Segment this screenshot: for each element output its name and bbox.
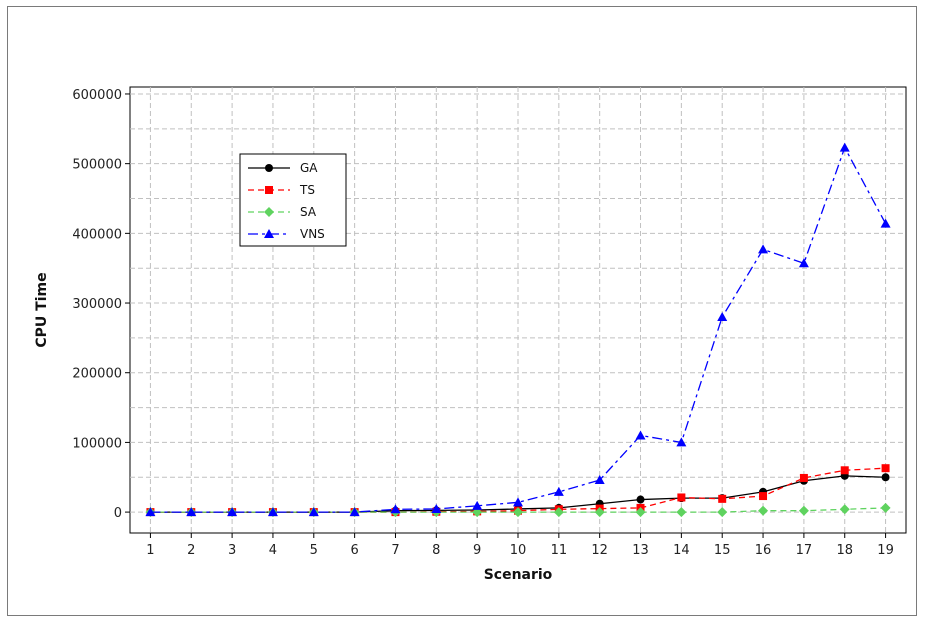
data-point xyxy=(759,492,768,501)
data-point xyxy=(635,507,646,518)
data-point xyxy=(798,505,809,516)
data-point xyxy=(880,502,891,513)
legend-item-ts: TS xyxy=(248,183,315,197)
x-axis-title: Scenario xyxy=(484,567,553,583)
x-tick-label: 14 xyxy=(673,543,690,558)
data-point xyxy=(186,507,197,517)
x-tick-label: 18 xyxy=(836,543,853,558)
x-tick-label: 15 xyxy=(714,543,731,558)
data-point xyxy=(676,437,687,447)
data-point xyxy=(513,497,523,507)
legend-marker xyxy=(264,207,274,217)
x-tick-label: 2 xyxy=(187,543,195,558)
x-tick-label: 6 xyxy=(350,543,358,558)
data-point xyxy=(799,473,808,482)
legend-label: SA xyxy=(300,205,317,219)
legend-label: VNS xyxy=(300,227,325,241)
data-point xyxy=(717,311,728,321)
data-point xyxy=(839,142,850,152)
x-tick-label: 5 xyxy=(310,543,318,558)
x-tick-label: 4 xyxy=(269,543,277,558)
y-axis-title: CPU Time xyxy=(34,272,50,347)
x-tick-label: 13 xyxy=(632,543,649,558)
legend: GA TS SA VNS xyxy=(239,153,347,247)
data-point xyxy=(553,486,564,496)
legend-marker xyxy=(265,186,273,194)
x-tick-label: 9 xyxy=(473,543,481,558)
data-point xyxy=(267,507,278,517)
data-point xyxy=(758,244,769,254)
x-tick-label: 7 xyxy=(391,543,399,558)
data-point xyxy=(594,507,605,518)
legend-label: GA xyxy=(300,161,318,175)
legend-label: TS xyxy=(299,183,315,197)
data-point xyxy=(349,507,360,517)
data-point xyxy=(717,507,728,518)
data-point xyxy=(431,503,442,513)
data-point xyxy=(839,504,850,515)
data-point xyxy=(553,507,564,518)
data-point xyxy=(758,505,769,516)
data-point xyxy=(390,504,401,514)
data-point xyxy=(513,507,523,518)
data-point xyxy=(718,494,727,503)
y-tick-label: 500000 xyxy=(72,158,122,173)
data-point xyxy=(227,507,238,517)
legend-item-vns: VNS xyxy=(248,227,325,241)
legend-box xyxy=(239,153,347,247)
series-vns xyxy=(145,142,891,517)
x-tick-label: 1 xyxy=(146,543,154,558)
x-tick-label: 11 xyxy=(551,543,568,558)
y-tick-label: 0 xyxy=(114,506,122,521)
data-point xyxy=(594,475,605,485)
x-tick-label: 16 xyxy=(755,543,772,558)
legend-item-ga: GA xyxy=(248,161,318,175)
legend-marker xyxy=(265,164,273,172)
x-tick-label: 12 xyxy=(591,543,608,558)
x-tick-label: 10 xyxy=(510,543,527,558)
x-tick-label: 17 xyxy=(796,543,813,558)
data-point xyxy=(880,218,891,228)
legend-marker xyxy=(264,229,274,238)
series-layer xyxy=(145,142,891,518)
data-point xyxy=(635,430,646,440)
data-point xyxy=(677,493,686,502)
y-tick-label: 300000 xyxy=(72,297,122,312)
data-point xyxy=(636,495,645,504)
x-tick-label: 19 xyxy=(877,543,894,558)
legend-item-sa: SA xyxy=(248,205,317,219)
data-point xyxy=(840,466,849,475)
data-point xyxy=(676,507,687,518)
x-tick-label: 8 xyxy=(432,543,440,558)
data-point xyxy=(881,464,890,473)
x-tick-label: 3 xyxy=(228,543,236,558)
data-point xyxy=(308,507,319,517)
chart-frame: 0 100000 200000 300000 400000 500000 600000 1 2 3… xyxy=(7,6,917,616)
y-tick-label: 200000 xyxy=(72,367,122,382)
data-point xyxy=(798,258,809,268)
y-tick-label: 400000 xyxy=(72,227,122,242)
y-tick-label: 600000 xyxy=(72,88,122,103)
data-point xyxy=(881,473,890,482)
data-point xyxy=(145,507,156,517)
y-tick-label: 100000 xyxy=(72,436,122,451)
data-point xyxy=(472,500,483,510)
